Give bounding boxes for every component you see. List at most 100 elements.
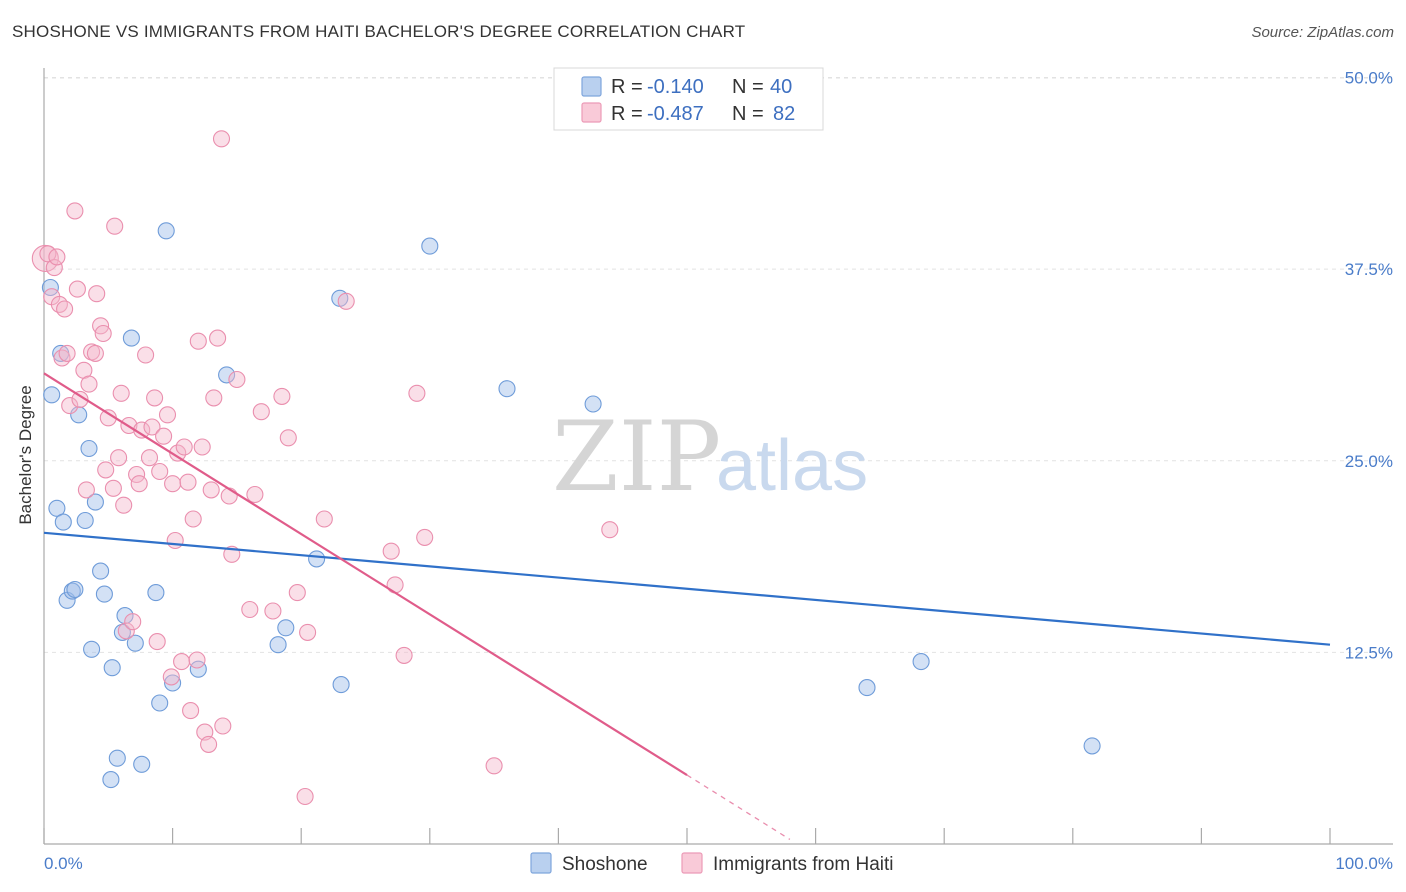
haiti-point bbox=[173, 653, 191, 671]
chart-title: SHOSHONE VS IMMIGRANTS FROM HAITI BACHEL… bbox=[12, 22, 746, 41]
haiti-point bbox=[175, 438, 193, 456]
shoshone-point bbox=[277, 619, 295, 637]
bottom-legend-label-haiti: Immigrants from Haiti bbox=[713, 854, 894, 875]
haiti-point bbox=[214, 717, 232, 735]
haiti-point bbox=[148, 633, 166, 651]
haiti-point bbox=[408, 384, 426, 402]
haiti-point bbox=[106, 217, 124, 235]
legend-n-value-2: 82 bbox=[773, 103, 795, 125]
haiti-trend-line-extension bbox=[686, 774, 791, 840]
haiti-point bbox=[252, 403, 270, 421]
haiti-point bbox=[94, 324, 112, 343]
haiti-point bbox=[209, 329, 227, 347]
shoshone-point bbox=[122, 329, 140, 347]
haiti-point bbox=[205, 389, 223, 407]
legend-r-label-1: R = bbox=[611, 76, 643, 98]
haiti-point bbox=[80, 375, 98, 393]
haiti-point bbox=[220, 487, 238, 505]
haiti-point bbox=[48, 248, 66, 266]
trend-layer bbox=[43, 372, 1331, 840]
haiti-point bbox=[155, 427, 173, 445]
legend-bottom: Shoshone Immigrants from Haiti bbox=[530, 852, 894, 875]
haiti-point bbox=[202, 481, 220, 499]
haiti-point bbox=[158, 406, 177, 424]
legend-r-label-2: R = bbox=[611, 103, 643, 125]
shoshone-point bbox=[584, 395, 602, 413]
haiti-point bbox=[241, 600, 259, 619]
shoshone-point bbox=[218, 366, 236, 384]
shoshone-point bbox=[912, 653, 930, 671]
shoshone-point bbox=[189, 660, 207, 678]
haiti-point bbox=[137, 346, 155, 364]
y-tick-label: 50.0% bbox=[1345, 69, 1393, 88]
shoshone-point bbox=[41, 278, 59, 297]
legend-n-label-2: N = bbox=[732, 103, 764, 125]
y-tick-label: 12.5% bbox=[1345, 643, 1393, 662]
haiti-point bbox=[124, 613, 142, 631]
shoshone-point bbox=[63, 582, 81, 600]
haiti-point bbox=[166, 531, 184, 550]
haiti-point bbox=[110, 449, 128, 467]
bottom-legend-swatch-shoshone bbox=[530, 852, 552, 874]
shoshone-point bbox=[126, 634, 144, 652]
grid-layer bbox=[44, 77, 1393, 653]
haiti-point bbox=[315, 510, 333, 528]
haiti-point bbox=[189, 332, 207, 350]
haiti-point bbox=[273, 387, 291, 405]
haiti-point bbox=[228, 370, 246, 389]
shoshone-point bbox=[80, 439, 98, 458]
shoshone-point bbox=[133, 755, 151, 773]
haiti-point bbox=[164, 475, 182, 493]
haiti-point bbox=[151, 462, 169, 481]
bottom-legend-swatch-haiti bbox=[681, 852, 703, 874]
shoshone-point bbox=[147, 584, 165, 602]
haiti-point bbox=[115, 496, 133, 514]
haiti-point bbox=[66, 202, 84, 220]
haiti-point bbox=[71, 390, 89, 408]
haiti-point bbox=[246, 485, 264, 504]
shoshone-point bbox=[86, 493, 104, 511]
haiti-point bbox=[299, 623, 317, 641]
haiti-point bbox=[143, 418, 161, 436]
legend-top: R = -0.140 N = 40 R = -0.487 N = 82 bbox=[553, 67, 824, 131]
haiti-point bbox=[184, 510, 202, 528]
haiti-point bbox=[288, 584, 306, 602]
haiti-point bbox=[39, 245, 57, 263]
shoshone-point bbox=[269, 636, 287, 654]
points-layer bbox=[31, 130, 1101, 806]
watermark-atlas: atlas bbox=[716, 426, 868, 506]
x-tick-label: 100.0% bbox=[1335, 854, 1393, 873]
shoshone-point bbox=[54, 513, 72, 531]
x-tick-label: 0.0% bbox=[44, 854, 83, 873]
shoshone-trend-line bbox=[43, 531, 1331, 646]
haiti-point bbox=[395, 646, 413, 664]
haiti-point bbox=[68, 280, 86, 298]
haiti-point bbox=[130, 475, 148, 493]
haiti-point bbox=[416, 528, 434, 546]
shoshone-point bbox=[151, 694, 169, 712]
haiti-trend-line bbox=[43, 372, 688, 776]
legend-n-value-1: 40 bbox=[770, 76, 792, 98]
shoshone-point bbox=[66, 580, 84, 599]
shoshone-point bbox=[157, 222, 175, 240]
haiti-point bbox=[337, 292, 355, 310]
haiti-point bbox=[279, 429, 297, 447]
haiti-point bbox=[58, 344, 76, 362]
shoshone-point bbox=[43, 386, 61, 404]
legend-swatch-shoshone bbox=[581, 76, 602, 97]
haiti-point bbox=[601, 521, 619, 539]
haiti-point bbox=[104, 479, 122, 497]
haiti-point bbox=[45, 259, 63, 277]
chart-source: Source: ZipAtlas.com bbox=[1251, 24, 1394, 41]
shoshone-point bbox=[83, 640, 101, 658]
legend-swatch-haiti bbox=[581, 102, 602, 123]
shoshone-point bbox=[164, 674, 182, 692]
legend-r-value-1: -0.140 bbox=[647, 76, 704, 98]
haiti-point bbox=[386, 576, 404, 594]
shoshone-point bbox=[108, 749, 126, 767]
watermark: ZIP atlas bbox=[552, 401, 868, 513]
shoshone-point bbox=[498, 380, 516, 398]
shoshone-point bbox=[102, 771, 120, 789]
haiti-point bbox=[61, 397, 79, 415]
